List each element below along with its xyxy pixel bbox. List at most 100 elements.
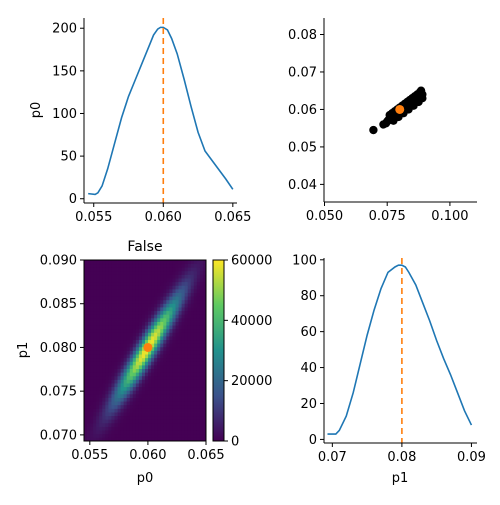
hist2d-cell (166, 361, 170, 366)
hist2d-cell (175, 328, 179, 333)
hist2d-cell (190, 408, 195, 413)
hist2d-cell (129, 310, 134, 315)
hist2d-cell (151, 296, 155, 301)
hist2d-cell (132, 288, 137, 293)
hist2d-cell (178, 426, 182, 431)
hist2d-cell (84, 285, 88, 290)
hist2d-cell (93, 278, 97, 283)
hist2d-cell (163, 292, 167, 297)
hist2d-cell (111, 437, 115, 442)
hist2d-cell (202, 296, 207, 301)
hist2d-cell (190, 267, 195, 272)
hist2d-cell (99, 401, 103, 406)
colorbar-tick-label: 60000 (231, 254, 272, 269)
hist2d-cell (138, 368, 143, 373)
hist2d-cell (166, 314, 170, 319)
hist2d-cell (99, 317, 103, 322)
hist2d-cell (193, 408, 198, 413)
hist2d-cell (151, 310, 155, 315)
hist2d-cell (184, 368, 189, 373)
hist2d-cell (141, 274, 146, 279)
hist2d-cell (184, 397, 189, 402)
hist2d-cell (120, 299, 125, 304)
hist2d-cell (181, 386, 186, 391)
hist2d-cell (111, 422, 115, 427)
hist2d-cell (135, 357, 140, 362)
hist2d-cell (105, 390, 109, 395)
hist2d-cell (135, 422, 140, 427)
hist2d-cell (108, 274, 112, 279)
hist2d-cell (181, 303, 186, 308)
hist2d-cell (87, 412, 91, 417)
hist2d-cell (132, 397, 137, 402)
hist2d-cell (102, 303, 106, 308)
hist2d-cell (196, 422, 201, 427)
hist2d-cell (102, 354, 106, 359)
hist2d-cell (111, 386, 115, 391)
hist2d-cell (145, 430, 149, 435)
hist2d-cell (178, 314, 182, 319)
hist2d-cell (202, 361, 207, 366)
hist2d-cell (187, 426, 192, 431)
hist2d-cell (105, 346, 109, 351)
hist2d-cell (84, 404, 88, 409)
hist2d-cell (157, 379, 161, 384)
hist2d-cell (169, 393, 173, 398)
hist2d-cell (84, 354, 88, 359)
hist2d-cell (141, 419, 146, 424)
hist2d-cell (99, 437, 103, 442)
hist2d-cell (87, 375, 91, 380)
hist2d-cell (84, 339, 88, 344)
hist2d-cell (114, 430, 118, 435)
hist2d-cell (87, 274, 91, 279)
hist2d-cell (157, 336, 161, 341)
hist2d-cell (178, 288, 182, 293)
hist2d-cell (120, 415, 125, 420)
hist2d-cell (154, 401, 158, 406)
hist2d-cell (114, 332, 118, 337)
hist2d-cell (157, 260, 161, 265)
hist2d-cell (184, 328, 189, 333)
hist2d-cell (148, 303, 152, 308)
hist2d-cell (193, 267, 198, 272)
hist2d-cell (199, 332, 204, 337)
hist2d-cell (175, 361, 179, 366)
hist2d-cell (172, 285, 176, 290)
hist2d-cell (129, 285, 134, 290)
hist2d-cell (175, 357, 179, 362)
hist2d-cell (184, 433, 189, 438)
hist2d-cell (141, 390, 146, 395)
hist2d-cell (163, 285, 167, 290)
hist2d-cell (193, 303, 198, 308)
hist2d-cell (93, 270, 97, 275)
hist2d-cell (151, 364, 155, 369)
hist2d-cell (172, 437, 176, 442)
hist2d-cell (199, 375, 204, 380)
hist2d-cell (141, 343, 146, 348)
hist2d-cell (199, 404, 204, 409)
hist2d-cell (114, 397, 118, 402)
hist2d-cell (120, 383, 125, 388)
hist2d-cell (178, 263, 182, 268)
hist2d-cell (108, 332, 112, 337)
hist2d-cell (105, 296, 109, 301)
hist2d-cell (145, 379, 149, 384)
hist2d-cell (166, 307, 170, 312)
hist2d-cell (99, 263, 103, 268)
hist2d-cell (202, 303, 207, 308)
scatter-y-tick-label: 0.05 (288, 140, 317, 155)
hist2d-cell (138, 281, 143, 286)
hist2d-cell (172, 288, 176, 293)
hist2d-cell (99, 430, 103, 435)
hist2d-cell (84, 372, 88, 377)
hist2d-cell (138, 343, 143, 348)
hist2d-cell (126, 260, 131, 265)
hist2d-cell (193, 375, 198, 380)
hist2d-cell (87, 364, 91, 369)
hist2d-cell (135, 263, 140, 268)
hist2d-cell (123, 375, 128, 380)
hist2d-cell (157, 375, 161, 380)
hist2d-cell (184, 307, 189, 312)
hist2d-cell (141, 267, 146, 272)
hist2d-cell (184, 263, 189, 268)
